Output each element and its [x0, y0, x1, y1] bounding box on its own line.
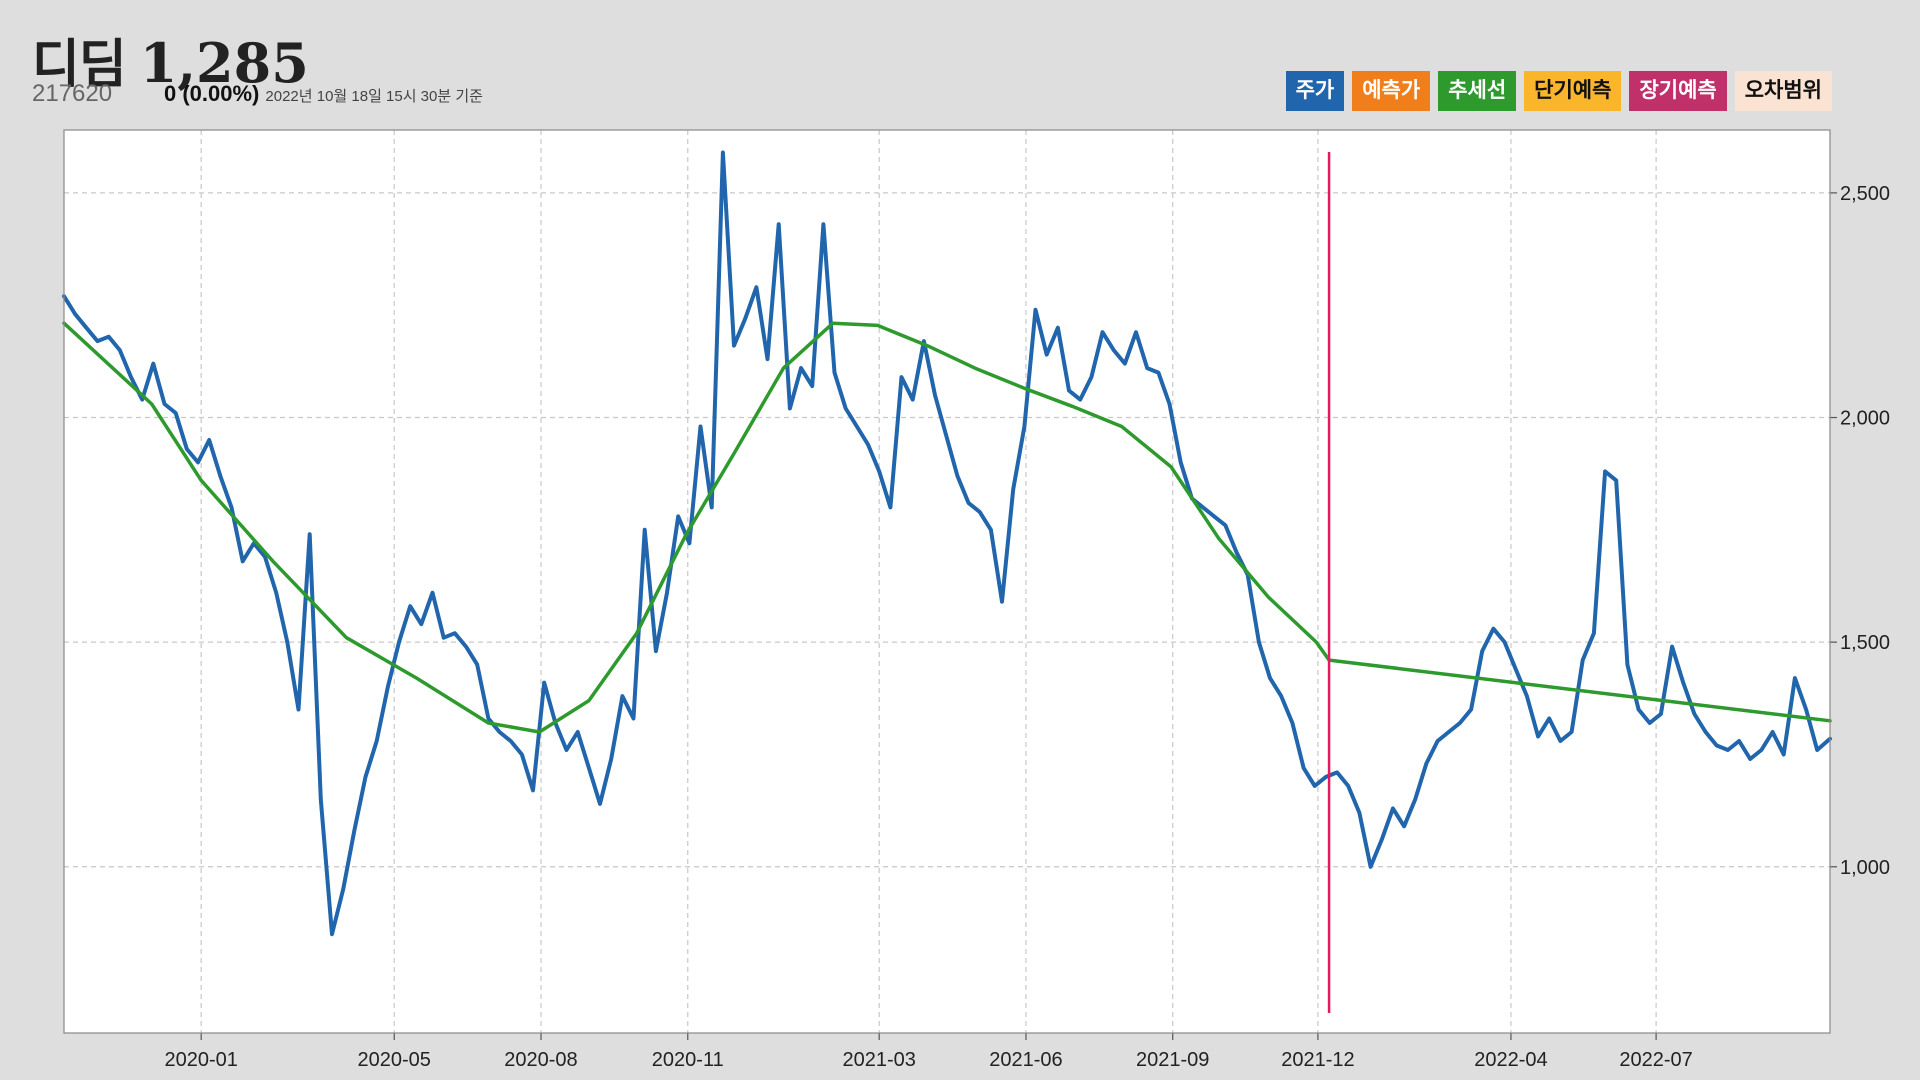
as-of-timestamp: 2022년 10월 18일 15시 30분 기준 [265, 88, 483, 105]
x-tick-label: 2020-05 [358, 1049, 431, 1071]
x-tick-label: 2020-01 [164, 1049, 237, 1071]
plot-area [64, 130, 1830, 1033]
trend-series-line [62, 321, 1832, 734]
x-tick-label: 2020-11 [652, 1049, 724, 1071]
series-lines [62, 150, 1832, 937]
y-tick-label: 1,000 [1840, 857, 1890, 879]
plot-border [63, 129, 1831, 1034]
x-tick-label: 2021-06 [989, 1049, 1062, 1071]
legend-item[interactable]: 단기예측 [1524, 71, 1622, 111]
stock-code: 217620 [32, 80, 113, 107]
x-tick-label: 2022-04 [1474, 1049, 1547, 1071]
y-tick-label: 2,500 [1840, 183, 1890, 205]
stock-price: 1,285 [139, 31, 309, 95]
title-row: 디딤 1,285 [32, 22, 309, 97]
legend-item[interactable]: 예측가 [1352, 71, 1431, 111]
price-change: 0 (0.00%) [164, 81, 260, 106]
legend-item[interactable]: 추세선 [1438, 71, 1517, 111]
stock-name: 디딤 [32, 35, 127, 95]
chart-legend: 주가 예측가 추세선 단기예측 장기예측 오차범위 [1285, 71, 1832, 111]
y-tick-label: 1,500 [1840, 632, 1890, 654]
x-tick-label: 2021-03 [842, 1049, 915, 1071]
legend-item[interactable]: 장기예측 [1629, 71, 1727, 111]
grid-lines [64, 130, 1830, 1033]
x-tick-label: 2021-12 [1281, 1049, 1354, 1071]
x-tick-label: 2020-08 [504, 1049, 577, 1071]
sub-row: 217620 0 (0.00%) 2022년 10월 18일 15시 30분 기… [32, 80, 483, 108]
legend-item[interactable]: 주가 [1285, 71, 1345, 111]
legend-item[interactable]: 오차범위 [1734, 71, 1832, 111]
x-tick-label: 2021-09 [1136, 1049, 1209, 1071]
x-tick-label: 2022-07 [1619, 1049, 1692, 1071]
y-tick-label: 2,000 [1840, 408, 1890, 430]
price-series-line [62, 150, 1832, 937]
axis-ticks: 2020-01 2020-05 2020-08 2020-11 2021-03 2021-… [164, 183, 1890, 1071]
